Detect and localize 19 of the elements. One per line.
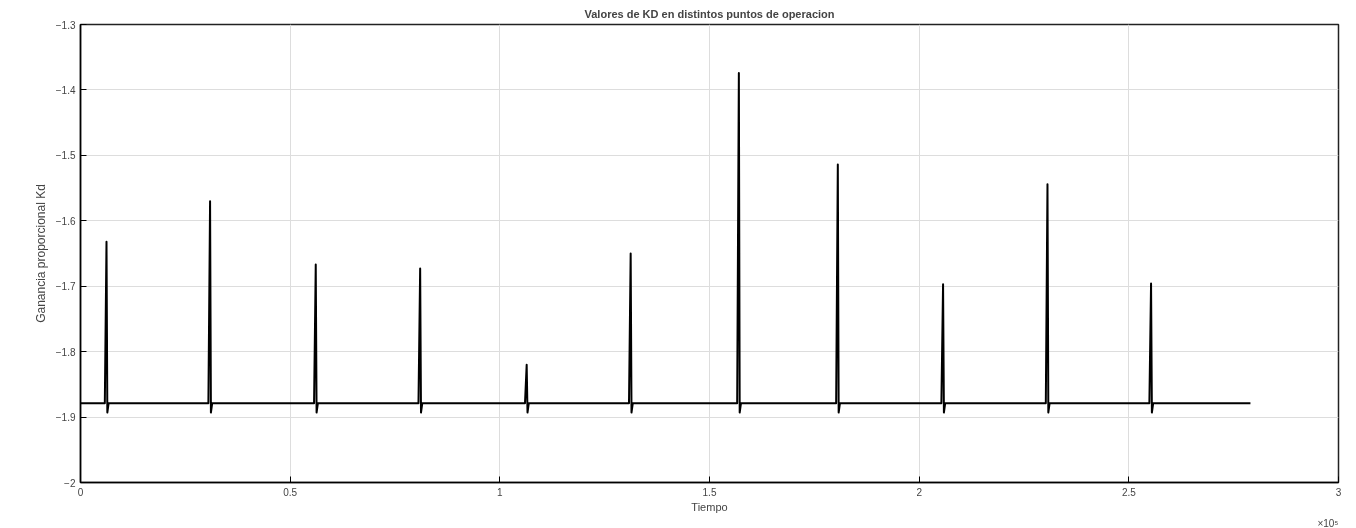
y-tick-label: −1.3: [55, 19, 76, 31]
chart-title: Valores de KD en distintos puntos de operacion: [584, 7, 835, 20]
x-tick-label: 2.5: [1121, 486, 1137, 498]
x-tick-label: 0.5: [283, 486, 298, 498]
y-tick-label: −1.9: [55, 412, 76, 424]
y-tick-label: −1.4: [55, 84, 76, 96]
y-tick-label: −1.5: [55, 150, 76, 162]
x-tick-label: 0: [77, 486, 84, 498]
y-tick-label: −1.6: [55, 215, 76, 227]
x-tick-label: 2: [916, 486, 923, 498]
y-tick-label: −1.7: [55, 281, 76, 293]
x-tick-label: 3: [1335, 486, 1342, 498]
x-tick-label: 1: [497, 486, 504, 498]
x-axis-title: Tiempo: [691, 500, 728, 513]
y-axis-title: Ganancia proporcional Kd: [33, 184, 48, 323]
y-tick-label: −1.8: [55, 346, 76, 358]
y-tick-label: −2: [64, 477, 76, 489]
x-tick-label: 1.5: [702, 486, 717, 498]
text: ×10⁵: [1317, 517, 1339, 528]
